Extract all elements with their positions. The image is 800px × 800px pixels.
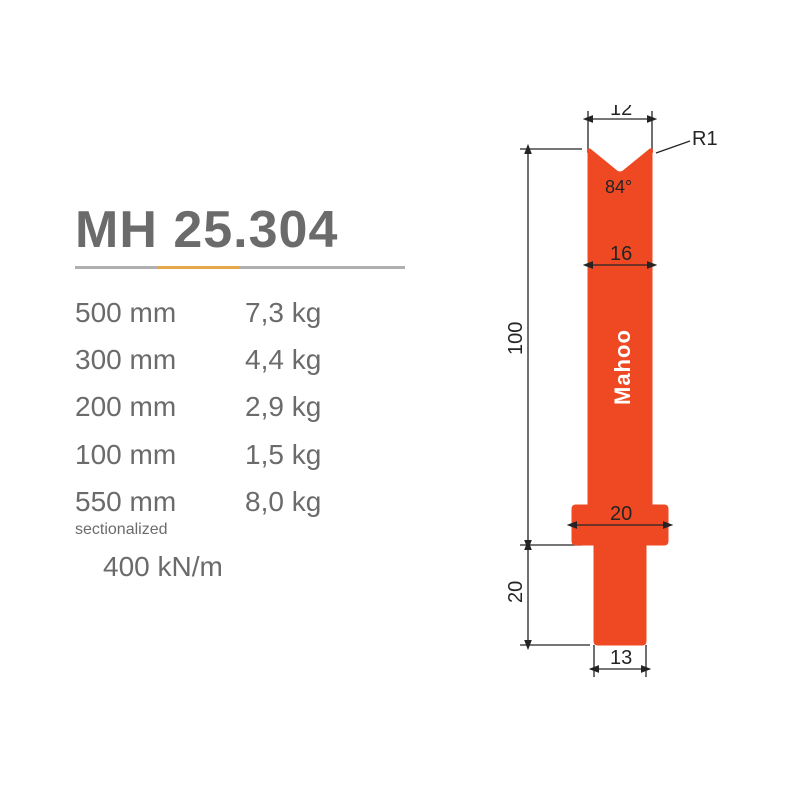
dim-height-main: 100 bbox=[505, 322, 527, 355]
dim-shoulder-width: 20 bbox=[610, 503, 632, 525]
dim-top-width: 12 bbox=[610, 105, 632, 120]
spec-weight: 2,9 kg bbox=[245, 387, 385, 426]
spec-length: 500 mm bbox=[75, 293, 235, 332]
dim-tang-height: 20 bbox=[505, 581, 527, 603]
spec-length: 200 mm bbox=[75, 387, 235, 426]
brand-label: Mahoo bbox=[610, 329, 635, 405]
spec-length: 300 mm bbox=[75, 340, 235, 379]
spec-weight: 4,4 kg bbox=[245, 340, 385, 379]
spec-length-value: 550 mm bbox=[75, 486, 176, 517]
spec-table: 500 mm 7,3 kg 300 mm 4,4 kg 200 mm 2,9 k… bbox=[75, 293, 435, 541]
spec-length: 550 mm sectionalized bbox=[75, 482, 235, 542]
dim-tang-width: 13 bbox=[610, 647, 632, 669]
spec-panel: MH 25.304 500 mm 7,3 kg 300 mm 4,4 kg 20… bbox=[75, 200, 435, 583]
spec-weight: 8,0 kg bbox=[245, 482, 385, 542]
dim-angle: 84° bbox=[605, 177, 632, 197]
technical-drawing: 12 R1 100 20 84° 16 Mahoo 20 13 bbox=[470, 105, 750, 685]
load-capacity: 400 kN/m bbox=[103, 551, 435, 583]
dim-body-width: 16 bbox=[610, 243, 632, 265]
product-title: MH 25.304 bbox=[75, 200, 435, 260]
spec-weight: 7,3 kg bbox=[245, 293, 385, 332]
spec-weight: 1,5 kg bbox=[245, 435, 385, 474]
spec-sub-label: sectionalized bbox=[75, 519, 235, 541]
dim-radius: R1 bbox=[692, 128, 718, 150]
spec-length: 100 mm bbox=[75, 435, 235, 474]
divider-line bbox=[75, 266, 405, 269]
